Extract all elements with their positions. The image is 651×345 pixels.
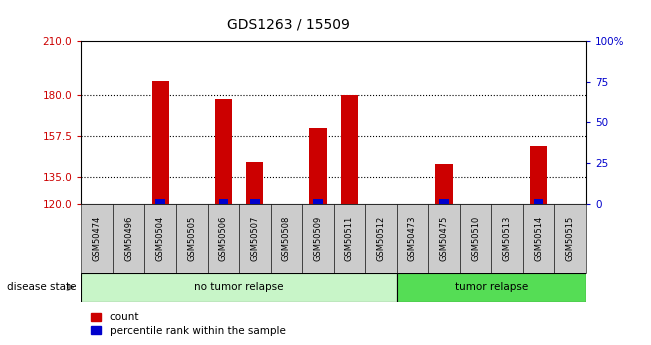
Bar: [340, 96, 358, 204]
Bar: [152, 81, 169, 204]
FancyBboxPatch shape: [396, 273, 586, 302]
Text: GSM50507: GSM50507: [250, 215, 259, 261]
Bar: [309, 128, 327, 204]
FancyBboxPatch shape: [113, 204, 145, 273]
FancyBboxPatch shape: [333, 204, 365, 273]
FancyBboxPatch shape: [176, 204, 208, 273]
Text: GSM50474: GSM50474: [92, 215, 102, 261]
Legend: count, percentile rank within the sample: count, percentile rank within the sample: [87, 308, 290, 340]
Text: no tumor relapse: no tumor relapse: [194, 282, 284, 292]
Bar: [215, 99, 232, 204]
Text: GSM50515: GSM50515: [566, 215, 575, 261]
FancyBboxPatch shape: [396, 204, 428, 273]
Bar: [530, 146, 547, 204]
Text: GSM50504: GSM50504: [156, 215, 165, 261]
Text: GSM50508: GSM50508: [282, 215, 291, 261]
Text: GSM50513: GSM50513: [503, 215, 512, 261]
FancyBboxPatch shape: [428, 204, 460, 273]
Text: GSM50506: GSM50506: [219, 215, 228, 261]
Text: GSM50511: GSM50511: [345, 215, 354, 261]
Text: tumor relapse: tumor relapse: [454, 282, 528, 292]
Text: GSM50509: GSM50509: [313, 215, 322, 261]
FancyBboxPatch shape: [81, 204, 113, 273]
Bar: [313, 199, 323, 204]
Text: GSM50510: GSM50510: [471, 215, 480, 261]
Bar: [219, 199, 228, 204]
Bar: [439, 199, 449, 204]
FancyBboxPatch shape: [302, 204, 333, 273]
FancyBboxPatch shape: [81, 273, 396, 302]
FancyBboxPatch shape: [460, 204, 492, 273]
Text: GSM50514: GSM50514: [534, 215, 543, 261]
Text: GSM50512: GSM50512: [376, 215, 385, 261]
Text: GDS1263 / 15509: GDS1263 / 15509: [227, 17, 350, 31]
Bar: [436, 164, 452, 204]
FancyBboxPatch shape: [555, 204, 586, 273]
FancyBboxPatch shape: [239, 204, 271, 273]
FancyBboxPatch shape: [523, 204, 555, 273]
Bar: [156, 199, 165, 204]
Bar: [246, 162, 264, 204]
Text: disease state: disease state: [7, 282, 76, 292]
Text: GSM50475: GSM50475: [439, 215, 449, 261]
FancyBboxPatch shape: [365, 204, 396, 273]
Text: GSM50505: GSM50505: [187, 215, 196, 261]
Bar: [534, 199, 544, 204]
FancyBboxPatch shape: [492, 204, 523, 273]
Text: GSM50473: GSM50473: [408, 215, 417, 261]
Bar: [250, 199, 260, 204]
FancyBboxPatch shape: [271, 204, 302, 273]
FancyBboxPatch shape: [208, 204, 239, 273]
Text: GSM50496: GSM50496: [124, 215, 133, 261]
FancyBboxPatch shape: [145, 204, 176, 273]
